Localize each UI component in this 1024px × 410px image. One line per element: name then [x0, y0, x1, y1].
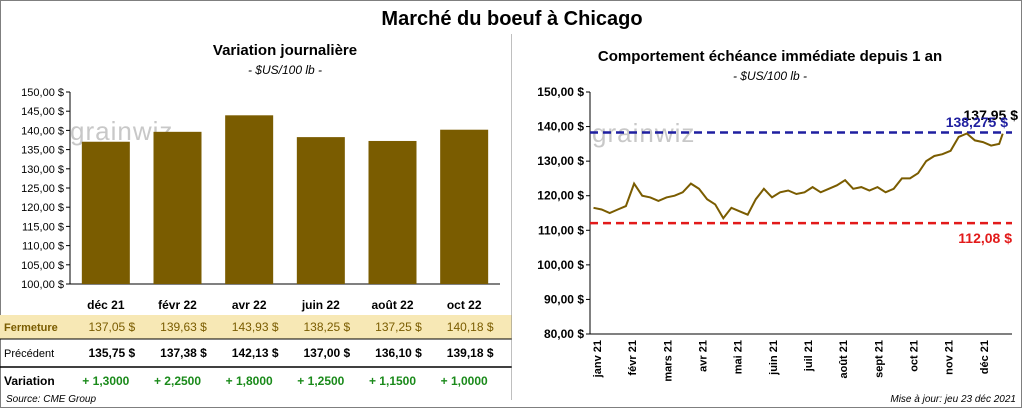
prev-value: 135,75 $ [88, 346, 135, 360]
right-line-chart: 80,00 $ 90,00 $ 100,00 $ 110,00 $ 120,00 $ 13… [537, 85, 1019, 382]
right-x-tick-label: août 21 [838, 340, 850, 379]
prev-value: 142,13 $ [232, 346, 279, 360]
x-category-label: oct 22 [447, 298, 482, 312]
bar-4 [296, 137, 345, 284]
left-chart-subtitle: - $US/100 lb - [247, 63, 323, 77]
close-value: 140,18 $ [447, 320, 494, 334]
right-y-tick-label: 110,00 $ [538, 223, 584, 237]
left-y-tick-label: 105,00 $ [21, 260, 64, 272]
right-x-tick-label: sept 21 [873, 340, 885, 378]
x-category-label: févr 22 [158, 298, 197, 312]
x-category-label: déc 21 [87, 298, 125, 312]
right-x-tick-label: déc 21 [979, 340, 991, 374]
right-y-tick-label: 90,00 $ [544, 292, 584, 306]
prev-value: 136,10 $ [375, 346, 422, 360]
bar-5 [368, 140, 417, 284]
left-y-tick-label: 120,00 $ [21, 202, 64, 214]
right-x-tick-label: janv 21 [592, 340, 604, 378]
update-note: Mise à jour: jeu 23 déc 2021 [890, 394, 1016, 405]
right-y-tick-label: 140,00 $ [537, 120, 584, 134]
close-row-label: Fermeture [4, 322, 58, 334]
bar-3 [225, 115, 274, 284]
left-y-tick-label: 100,00 $ [21, 279, 64, 291]
close-value: 138,25 $ [303, 320, 350, 334]
left-chart-title: Variation journalière [212, 42, 358, 59]
close-value: 143,93 $ [232, 320, 279, 334]
right-x-tick-label: nov 21 [944, 340, 956, 375]
prev-value: 137,00 $ [303, 346, 350, 360]
left-y-tick-label: 115,00 $ [22, 221, 64, 233]
right-chart-title: Comportement échéance immédiate depuis 1… [597, 48, 943, 65]
variation-value: + 2,2500 [154, 374, 201, 388]
min-price-label: 112,08 $ [958, 230, 1012, 246]
bar-6 [440, 129, 489, 284]
variation-value: + 1,0000 [441, 374, 488, 388]
right-x-tick-label: juil 21 [803, 340, 815, 372]
right-y-tick-label: 120,00 $ [537, 189, 584, 203]
x-category-label: août 22 [371, 298, 413, 312]
right-y-tick-label: 130,00 $ [537, 154, 584, 168]
bar-2 [153, 131, 202, 284]
right-chart-subtitle: - $US/100 lb - [732, 69, 808, 83]
close-value: 137,25 $ [375, 320, 422, 334]
price-series-line [593, 132, 1004, 220]
max-price-label: 138,275 $ [946, 114, 1008, 130]
close-value: 139,63 $ [160, 320, 207, 334]
source-note: Source: CME Group [6, 394, 97, 405]
variation-value: + 1,2500 [297, 374, 344, 388]
main-title: Marché du boeuf à Chicago [381, 8, 643, 30]
left-bar-chart: 100,00 $ 105,00 $ 110,00 $ 115,00 $ 120,00 $… [0, 34, 512, 400]
variation-row-label: Variation [4, 374, 55, 388]
right-y-tick-label: 80,00 $ [544, 327, 584, 341]
right-x-tick-label: mai 21 [733, 340, 745, 374]
left-y-tick-label: 150,00 $ [21, 87, 64, 99]
right-y-tick-label: 150,00 $ [537, 85, 584, 99]
right-y-tick-label: 100,00 $ [537, 258, 584, 272]
right-x-tick-label: juin 21 [768, 340, 780, 376]
right-x-tick-label: févr 21 [627, 340, 639, 375]
left-y-tick-label: 110,00 $ [22, 241, 64, 253]
prev-value: 139,18 $ [447, 346, 494, 360]
prev-value: 137,38 $ [160, 346, 207, 360]
variation-value: + 1,8000 [226, 374, 273, 388]
left-y-tick-label: 140,00 $ [21, 125, 64, 137]
x-category-label: juin 22 [301, 298, 340, 312]
x-category-label: avr 22 [232, 298, 267, 312]
left-y-tick-label: 125,00 $ [21, 183, 64, 195]
variation-value: + 1,1500 [369, 374, 416, 388]
right-x-tick-label: mars 21 [662, 340, 674, 382]
prev-row-label: Précédent [4, 348, 54, 360]
bar-1 [81, 141, 130, 284]
left-y-tick-label: 130,00 $ [21, 164, 64, 176]
left-y-tick-label: 135,00 $ [21, 145, 64, 157]
close-row-background [0, 315, 512, 339]
right-x-tick-label: avr 21 [698, 340, 710, 372]
current-price-label: 137,95 $ [964, 107, 1019, 123]
right-x-tick-label: oct 21 [909, 340, 921, 372]
left-y-tick-label: 145,00 $ [21, 106, 64, 118]
close-value: 137,05 $ [88, 320, 135, 334]
variation-value: + 1,3000 [82, 374, 129, 388]
